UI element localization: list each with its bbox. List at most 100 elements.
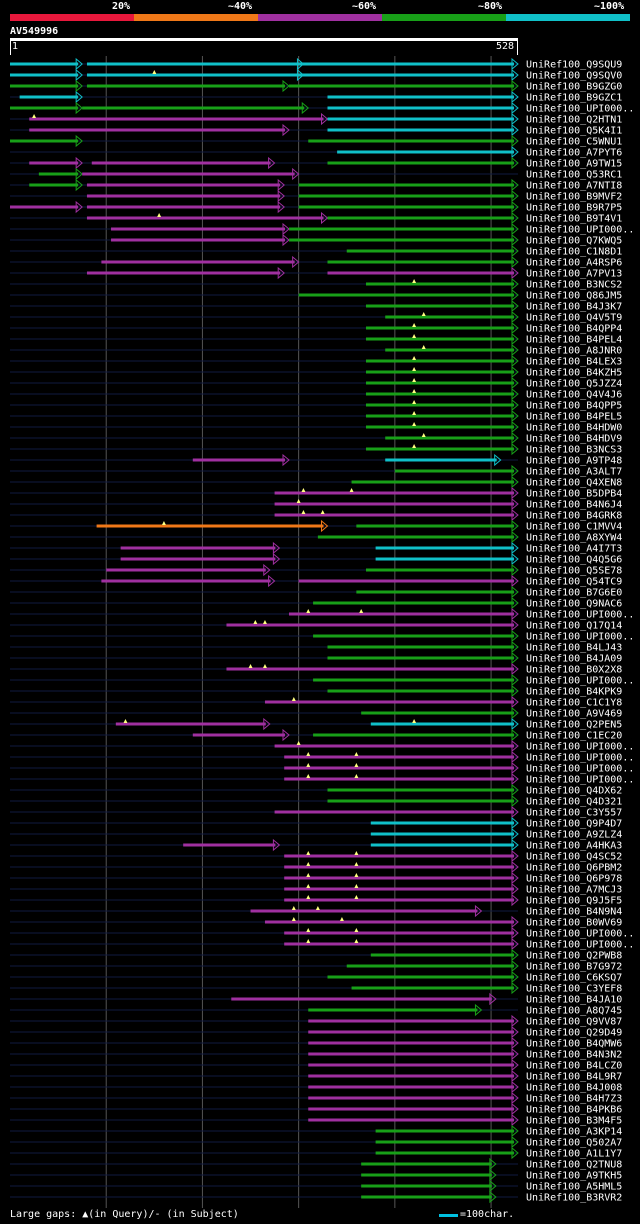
hit-row[interactable]: UniRef100_Q2TNU8	[10, 1157, 622, 1171]
hit-row[interactable]: UniRef100_Q17Q14	[10, 618, 622, 632]
hit-row[interactable]: UniRef100_Q9NAC6	[10, 596, 622, 610]
hit-row[interactable]: UniRef100_Q86JM5	[10, 288, 622, 302]
hit-row[interactable]: UniRef100_A7NTI8	[10, 178, 622, 192]
hit-row[interactable]: UniRef100_B4N9N4	[10, 904, 622, 918]
hit-row[interactable]: UniRef100_B5DPB4	[10, 486, 622, 500]
hit-row[interactable]: UniRef100_B4N3N2	[10, 1047, 622, 1061]
hit-row[interactable]: UniRef100_A9TW15	[10, 156, 622, 170]
hit-row[interactable]: UniRef100_A8JNR0	[10, 343, 622, 357]
hit-row[interactable]: UniRef100_B3RVR2	[10, 1190, 622, 1204]
hit-row[interactable]: UniRef100_Q4V4J6	[10, 387, 622, 401]
hit-row[interactable]: UniRef100_B4LJ43	[10, 640, 622, 654]
hit-row[interactable]: UniRef100_B9T4V1	[10, 211, 622, 225]
hit-row[interactable]: UniRef100_UPI000..	[10, 926, 634, 940]
hit-row[interactable]: UniRef100_B9MVF2	[10, 189, 622, 203]
hit-row[interactable]: UniRef100_A1L1Y7	[10, 1146, 622, 1160]
hit-row[interactable]: UniRef100_Q5JZZ4	[10, 376, 622, 390]
hit-row[interactable]: UniRef100_B4QPP4	[10, 321, 622, 335]
hit-row[interactable]: UniRef100_A9V469	[10, 706, 622, 720]
hit-row[interactable]: UniRef100_Q54TC9	[10, 574, 622, 588]
hit-row[interactable]: UniRef100_B7G6E0	[10, 585, 622, 599]
hit-row[interactable]: UniRef100_B4HDW0	[10, 420, 622, 434]
hit-row[interactable]: UniRef100_Q4D321	[10, 794, 622, 808]
hit-row[interactable]: UniRef100_B3NCS3	[10, 442, 622, 456]
hit-row[interactable]: UniRef100_A8Q745	[10, 1003, 622, 1017]
hit-row[interactable]: UniRef100_A8XYW4	[10, 530, 622, 544]
hit-row[interactable]: UniRef100_Q502A7	[10, 1135, 622, 1149]
hit-row[interactable]: UniRef100_A3KP14	[10, 1124, 622, 1138]
hit-row[interactable]: UniRef100_B4PEL5	[10, 409, 622, 423]
hit-row[interactable]: UniRef100_A9ZLZ4	[10, 827, 622, 841]
hit-row[interactable]: UniRef100_B0WV69	[10, 915, 622, 929]
hit-row[interactable]: UniRef100_Q9J5F5	[10, 893, 622, 907]
hit-row[interactable]: UniRef100_Q6P978	[10, 871, 622, 885]
hit-row[interactable]: UniRef100_B9R7P5	[10, 200, 622, 214]
hit-row[interactable]: UniRef100_A5HML5	[10, 1179, 622, 1193]
hit-row[interactable]: UniRef100_Q4XEN8	[10, 475, 622, 489]
hit-row[interactable]: UniRef100_Q9P4D7	[10, 816, 622, 830]
hit-row[interactable]: UniRef100_Q2HTN1	[10, 112, 622, 126]
hit-row[interactable]: UniRef100_B0X2X8	[10, 662, 622, 676]
hit-row[interactable]: UniRef100_B4QMW6	[10, 1036, 622, 1050]
hit-row[interactable]: UniRef100_Q2PWB8	[10, 948, 622, 962]
hit-row[interactable]: UniRef100_B4HDV9	[10, 431, 622, 445]
hit-row[interactable]: UniRef100_B4JA09	[10, 651, 622, 665]
hit-row[interactable]: UniRef100_A7PV13	[10, 266, 622, 280]
hit-row[interactable]: UniRef100_UPI000..	[10, 772, 634, 786]
hit-row[interactable]: UniRef100_B4LCZ0	[10, 1058, 622, 1072]
hit-row[interactable]: UniRef100_B4KZH5	[10, 365, 622, 379]
hit-row[interactable]: UniRef100_UPI000..	[10, 750, 634, 764]
hit-row[interactable]: UniRef100_Q53RC1	[10, 167, 622, 181]
hit-row[interactable]: UniRef100_B4H7Z3	[10, 1091, 622, 1105]
hit-row[interactable]: UniRef100_A9TP48	[10, 453, 622, 467]
hit-row[interactable]: UniRef100_C3Y557	[10, 805, 622, 819]
hit-row[interactable]: UniRef100_Q9VV87	[10, 1014, 622, 1028]
hit-row[interactable]: UniRef100_C5WNU1	[10, 134, 622, 148]
hit-row[interactable]: UniRef100_A7PYT6	[10, 145, 622, 159]
hit-row[interactable]: UniRef100_Q5K4I1	[10, 123, 622, 137]
hit-row[interactable]: UniRef100_UPI000..	[10, 101, 634, 115]
hit-row[interactable]: UniRef100_B4GRK8	[10, 508, 622, 522]
hit-row[interactable]: UniRef100_Q9SQV0	[10, 68, 622, 82]
hit-row[interactable]: UniRef100_B4PKB6	[10, 1102, 622, 1116]
hit-row[interactable]: UniRef100_Q4V5T9	[10, 310, 622, 324]
hit-row[interactable]: UniRef100_B7G972	[10, 959, 622, 973]
hit-row[interactable]: UniRef100_B4J008	[10, 1080, 622, 1094]
hit-row[interactable]: UniRef100_A4HKA3	[10, 838, 622, 852]
hit-row[interactable]: UniRef100_UPI000..	[10, 607, 634, 621]
hit-row[interactable]: UniRef100_B4JA10	[10, 992, 622, 1006]
hit-row[interactable]: UniRef100_B4KPK9	[10, 684, 622, 698]
hit-row[interactable]: UniRef100_C3YEF8	[10, 981, 622, 995]
hit-row[interactable]: UniRef100_Q7KWQ5	[10, 233, 622, 247]
hit-row[interactable]: UniRef100_A4RSP6	[10, 255, 622, 269]
hit-row[interactable]: UniRef100_B4N6J4	[10, 497, 622, 511]
hit-row[interactable]: UniRef100_Q9SQU9	[10, 57, 622, 71]
hit-row[interactable]: UniRef100_UPI000..	[10, 629, 634, 643]
hit-row[interactable]: UniRef100_B3M4F5	[10, 1113, 622, 1127]
hit-row[interactable]: UniRef100_A4I7T3	[10, 541, 622, 555]
hit-row[interactable]: UniRef100_B4PEL4	[10, 332, 622, 346]
hit-row[interactable]: UniRef100_C1N8D1	[10, 244, 622, 258]
hit-row[interactable]: UniRef100_A7MCJ3	[10, 882, 622, 896]
hit-row[interactable]: UniRef100_B3NCS2	[10, 277, 622, 291]
hit-row[interactable]: UniRef100_B4LEX3	[10, 354, 622, 368]
hit-row[interactable]: UniRef100_Q4DX62	[10, 783, 622, 797]
hit-row[interactable]: UniRef100_UPI000..	[10, 937, 634, 951]
hit-row[interactable]: UniRef100_Q4Q5G6	[10, 552, 622, 566]
hit-row[interactable]: UniRef100_B4L9R7	[10, 1069, 622, 1083]
hit-row[interactable]: UniRef100_Q29D49	[10, 1025, 622, 1039]
hit-row[interactable]: UniRef100_A9TKH5	[10, 1168, 622, 1182]
hit-row[interactable]: UniRef100_UPI000..	[10, 673, 634, 687]
hit-row[interactable]: UniRef100_B9GZC1	[10, 90, 622, 104]
hit-row[interactable]: UniRef100_UPI000..	[10, 761, 634, 775]
hit-row[interactable]: UniRef100_UPI000..	[10, 739, 634, 753]
hit-row[interactable]: UniRef100_UPI000..	[10, 222, 634, 236]
hit-row[interactable]: UniRef100_B4QPP5	[10, 398, 622, 412]
hit-row[interactable]: UniRef100_B9GZG0	[10, 79, 622, 93]
hit-row[interactable]: UniRef100_Q4SC52	[10, 849, 622, 863]
hit-row[interactable]: UniRef100_C1MVV4	[10, 519, 622, 533]
hit-row[interactable]: UniRef100_Q2PEN5	[10, 717, 622, 731]
hit-row[interactable]: UniRef100_Q5SE78	[10, 563, 622, 577]
hit-row[interactable]: UniRef100_C1C1Y8	[10, 695, 622, 709]
hit-row[interactable]: UniRef100_B4J3K7	[10, 299, 622, 313]
